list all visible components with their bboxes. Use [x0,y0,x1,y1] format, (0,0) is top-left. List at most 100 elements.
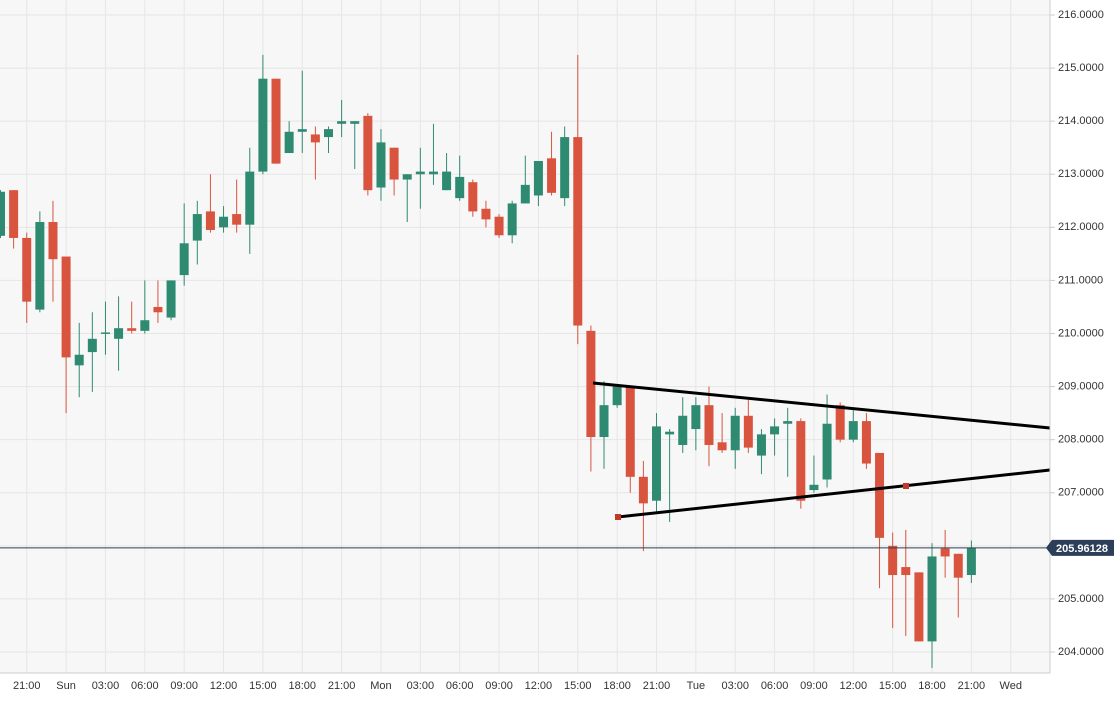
candle-body [127,328,137,331]
y-tick-label: 211.0000 [1058,274,1103,286]
candle-body [402,174,412,180]
trendline-anchor [903,483,909,489]
candle-body [114,328,124,339]
candle-body [442,171,452,191]
x-tick-label: 12:00 [525,680,553,692]
x-tick-label: 15:00 [249,680,277,692]
candle-body [848,421,858,440]
candle-body [586,330,596,438]
candle-body [638,476,648,504]
candle-body [481,208,491,220]
y-tick-label: 204.0000 [1058,646,1104,658]
candle-body [389,147,399,180]
candle-body [245,171,255,225]
candle-body [140,320,150,331]
candle-body [219,216,229,228]
candle-body [730,415,740,451]
candle-body [153,306,163,313]
x-tick-label: 12:00 [210,680,238,692]
candle-body [271,78,281,164]
candle-body [914,572,924,642]
candle-body [625,386,635,477]
candle-body [284,131,294,154]
x-tick-label: 03:00 [721,680,749,692]
y-tick-label: 208.0000 [1058,434,1104,446]
y-tick-label: 216.0000 [1058,9,1104,21]
x-tick-label: 21:00 [328,680,356,692]
candle-body [455,176,465,199]
x-tick-label: 21:00 [643,680,671,692]
candle-body [87,338,97,353]
trendline-anchor [615,514,621,520]
candle-body [770,426,780,435]
y-tick-label: 209.0000 [1058,380,1104,392]
candle-body [756,434,766,456]
candle-body [350,121,360,124]
candle-body [0,191,5,236]
plot-area [0,0,1050,673]
candle-body [612,386,622,406]
candle-body [22,237,32,302]
candle-body [232,214,242,225]
candle-body [533,160,543,196]
candle-body [494,216,504,236]
y-tick-label: 205.0000 [1058,593,1104,605]
y-tick-label: 207.0000 [1058,487,1104,499]
candle-body [783,421,793,424]
last-price-tag [1046,539,1114,556]
candle-body [507,203,517,236]
candle-body [468,182,478,212]
y-tick-label: 212.0000 [1058,221,1104,233]
x-tick-label: 06:00 [446,680,474,692]
candle-body [363,115,373,191]
candle-body [560,137,570,199]
candle-body [966,547,976,576]
y-tick-label: 210.0000 [1058,327,1104,339]
candle-body [665,431,675,435]
candle-body [310,134,320,143]
x-tick-label: 18:00 [603,680,631,692]
last-price-label: 205.96128 [1056,543,1108,555]
candle-body [166,280,176,318]
x-tick-label: Sun [56,680,76,692]
candle-body [809,484,819,491]
candle-body [297,129,307,132]
candle-body [822,423,832,480]
y-tick-label: 213.0000 [1058,168,1104,180]
candle-body [520,184,530,204]
x-tick-label: 12:00 [840,680,868,692]
candle-body [888,545,898,576]
candle-body [35,222,45,310]
candle-body [901,567,911,576]
candle-body [100,332,110,334]
candle-body [205,211,215,230]
candle-body [376,142,386,188]
candle-body [835,405,845,440]
trendline [592,381,1051,430]
x-tick-label: 21:00 [958,680,986,692]
candle-body [940,548,950,557]
x-tick-label: 03:00 [407,680,435,692]
candle-body [337,121,347,124]
candle-body [796,421,806,501]
x-tick-label: 06:00 [761,680,789,692]
candle-body [861,421,871,464]
x-tick-label: 18:00 [918,680,946,692]
candle-body [324,129,333,138]
candle-body [74,354,84,366]
y-tick-label: 215.0000 [1058,62,1104,74]
candle-body [9,190,19,238]
x-tick-label: 09:00 [170,680,198,692]
candle-body [599,405,609,438]
y-tick-label: 214.0000 [1058,115,1104,127]
x-tick-label: Wed [1000,680,1022,692]
candle-body [927,556,937,642]
candle-body [652,426,661,501]
candle-body [678,415,688,445]
candle-body [953,553,963,578]
candle-body [192,214,202,241]
x-tick-label: 15:00 [879,680,907,692]
candle-body [691,405,701,430]
x-tick-label: Tue [687,680,706,692]
